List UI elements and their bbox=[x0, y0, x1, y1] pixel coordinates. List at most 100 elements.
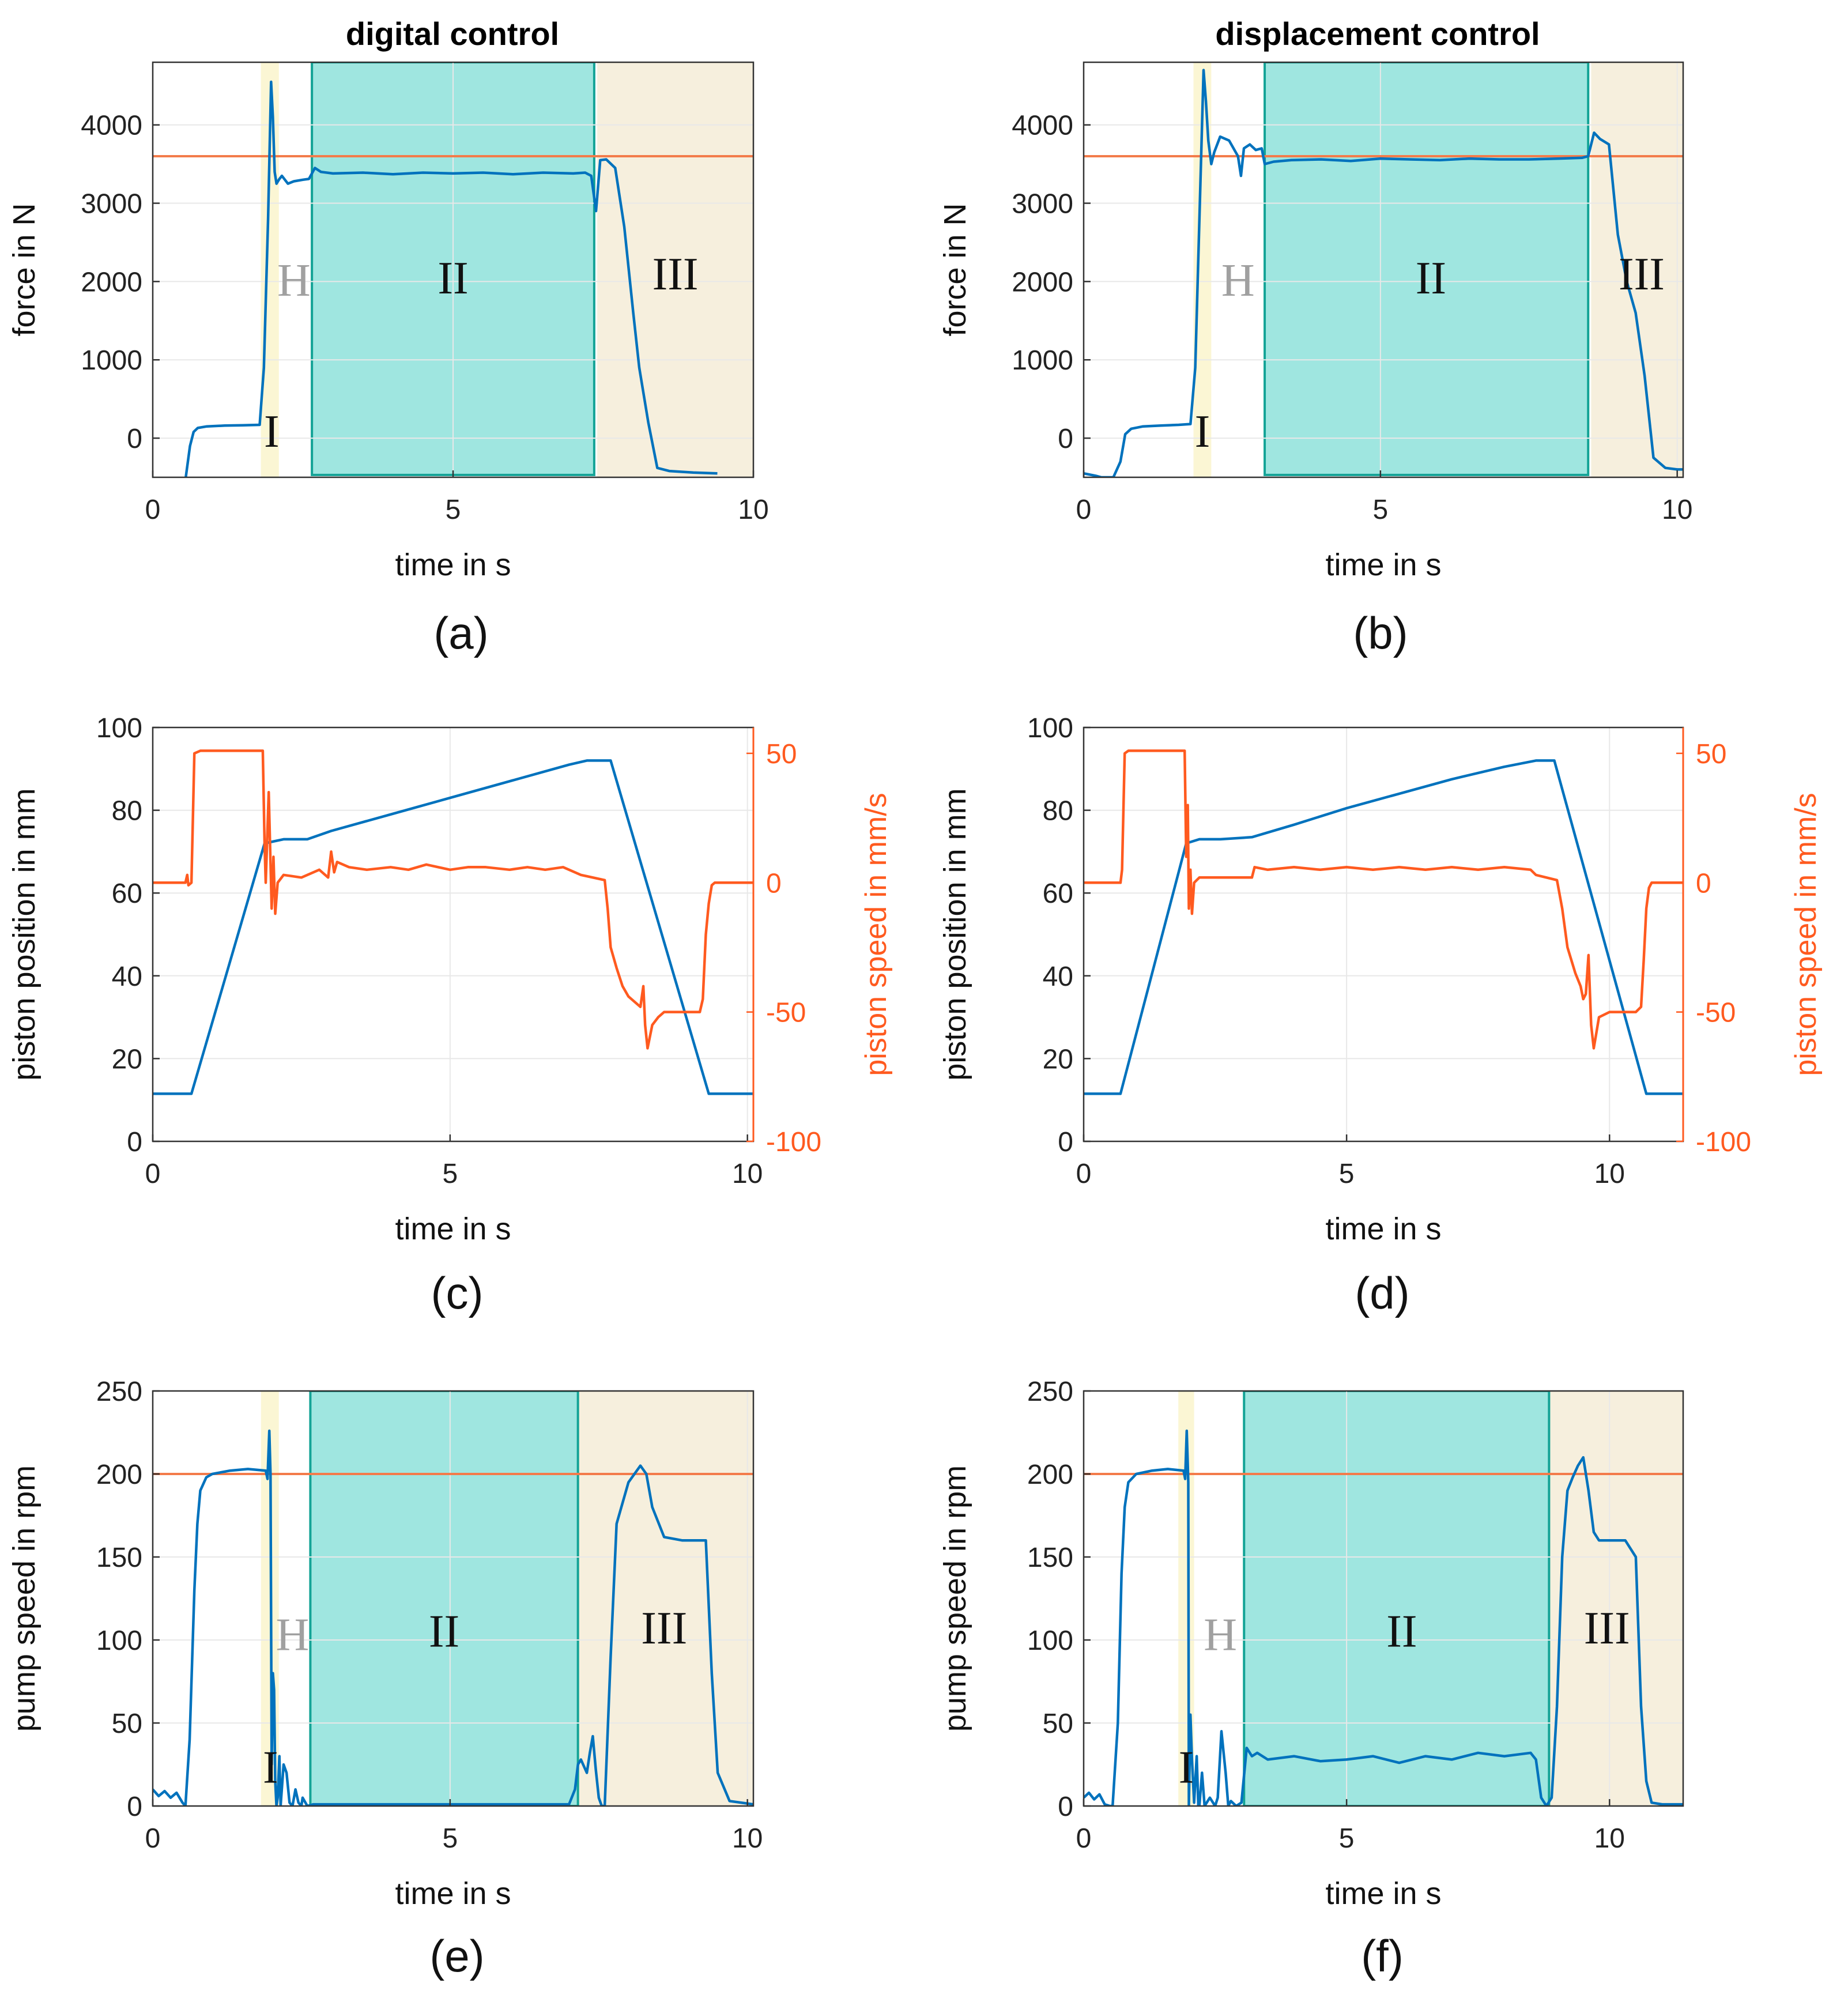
region-label-H: H bbox=[1221, 255, 1255, 306]
y-tick-label: 4000 bbox=[1012, 111, 1073, 141]
y-axis-label: force in N bbox=[938, 203, 972, 336]
y-tick-label: 50 bbox=[1043, 1709, 1073, 1739]
series-line-pump-speed bbox=[1084, 1429, 1683, 1806]
y-tick-label: 200 bbox=[1027, 1460, 1073, 1490]
y-axis-label: pump speed in rpm bbox=[7, 1465, 42, 1732]
y-tick-label: 0 bbox=[1058, 1127, 1073, 1158]
panel-caption: (b) bbox=[1353, 608, 1408, 658]
region-label-III: III bbox=[1584, 1603, 1630, 1654]
region-label-H: H bbox=[276, 1609, 310, 1660]
panel-caption: (a) bbox=[433, 608, 488, 658]
x-axis-label: time in s bbox=[395, 1876, 511, 1911]
x-axis-label: time in s bbox=[1325, 1212, 1441, 1246]
y-right-tick-label: -100 bbox=[766, 1127, 821, 1158]
y-tick-label: 150 bbox=[96, 1543, 142, 1573]
x-tick-label: 5 bbox=[1339, 1823, 1355, 1854]
y-tick-label: 2000 bbox=[81, 267, 142, 297]
region-label-III: III bbox=[1619, 249, 1665, 300]
plot-background bbox=[153, 727, 753, 1141]
y-tick-label: 100 bbox=[1027, 1626, 1073, 1656]
y-right-tick-label: -50 bbox=[766, 998, 806, 1028]
y-tick-label: 50 bbox=[112, 1709, 142, 1739]
y-tick-label: 150 bbox=[1027, 1543, 1073, 1573]
y-right-tick-label: -100 bbox=[1696, 1127, 1751, 1158]
series-line-force bbox=[1084, 69, 1683, 477]
region-label-II: II bbox=[429, 1607, 459, 1657]
region-label-I: I bbox=[1179, 1743, 1194, 1793]
x-tick-label: 10 bbox=[732, 1159, 763, 1189]
series-line-force bbox=[184, 80, 718, 477]
region-beige-band bbox=[597, 62, 753, 477]
region-label-I: I bbox=[264, 406, 280, 457]
x-tick-label: 0 bbox=[145, 495, 161, 525]
region-label-H: H bbox=[277, 255, 311, 306]
y-axis-label: piston position in mm bbox=[7, 788, 42, 1080]
y-tick-label: 100 bbox=[1027, 713, 1073, 744]
region-beige-band bbox=[1549, 1391, 1683, 1806]
panel-caption: (c) bbox=[431, 1268, 484, 1318]
y-axis-label: pump speed in rpm bbox=[938, 1465, 972, 1732]
y-right-tick-label: 0 bbox=[766, 868, 782, 899]
y-tick-label: 250 bbox=[1027, 1377, 1073, 1407]
y-tick-label: 80 bbox=[112, 796, 142, 827]
y-tick-label: 2000 bbox=[1012, 267, 1073, 297]
x-axis-label: time in s bbox=[1325, 548, 1441, 582]
y-right-tick-label: 50 bbox=[766, 739, 797, 770]
y-tick-label: 250 bbox=[96, 1377, 142, 1407]
x-tick-label: 5 bbox=[442, 1159, 458, 1189]
region-ii-box bbox=[309, 1391, 579, 1806]
x-tick-label: 0 bbox=[145, 1159, 161, 1189]
y-tick-label: 0 bbox=[127, 424, 142, 454]
y-tick-label: 1000 bbox=[81, 345, 142, 376]
x-tick-label: 10 bbox=[1594, 1159, 1625, 1189]
x-tick-label: 0 bbox=[1076, 495, 1092, 525]
x-tick-label: 5 bbox=[1373, 495, 1389, 525]
y-tick-label: 80 bbox=[1043, 796, 1073, 827]
x-tick-label: 0 bbox=[1076, 1823, 1092, 1854]
x-tick-label: 0 bbox=[1076, 1159, 1092, 1189]
region-label-II: II bbox=[1416, 253, 1446, 304]
y-axis-label: piston position in mm bbox=[938, 788, 972, 1080]
region-label-II: II bbox=[1386, 1607, 1417, 1657]
x-axis-label: time in s bbox=[395, 548, 511, 582]
y-tick-label: 4000 bbox=[81, 111, 142, 141]
y-tick-label: 60 bbox=[1043, 879, 1073, 909]
y-right-tick-label: -50 bbox=[1696, 998, 1736, 1028]
x-tick-label: 0 bbox=[145, 1823, 161, 1854]
y-tick-label: 0 bbox=[1058, 424, 1073, 454]
axes-frame bbox=[1083, 61, 1684, 478]
y-tick-label: 60 bbox=[112, 879, 142, 909]
panel-title: digital control bbox=[346, 16, 559, 52]
y-axis-label: force in N bbox=[7, 203, 42, 336]
axes-frame bbox=[1083, 1390, 1684, 1807]
region-label-III: III bbox=[641, 1603, 687, 1654]
y-tick-label: 1000 bbox=[1012, 345, 1073, 376]
x-tick-label: 10 bbox=[738, 495, 768, 525]
y-tick-label: 100 bbox=[96, 1626, 142, 1656]
y-tick-label: 3000 bbox=[81, 189, 142, 220]
region-label-I: I bbox=[1195, 406, 1210, 457]
x-tick-label: 10 bbox=[732, 1823, 763, 1854]
y-tick-label: 0 bbox=[127, 1127, 142, 1158]
series-line-piston-speed bbox=[1084, 749, 1683, 1050]
y-tick-label: 100 bbox=[96, 713, 142, 744]
y-tick-label: 40 bbox=[112, 962, 142, 992]
y-tick-label: 20 bbox=[112, 1044, 142, 1074]
series-line-piston-speed bbox=[153, 749, 753, 1050]
y-right-tick-label: 0 bbox=[1696, 868, 1711, 899]
x-tick-label: 5 bbox=[1339, 1159, 1355, 1189]
x-axis-label: time in s bbox=[1325, 1876, 1441, 1911]
region-beige-band bbox=[1591, 62, 1683, 477]
